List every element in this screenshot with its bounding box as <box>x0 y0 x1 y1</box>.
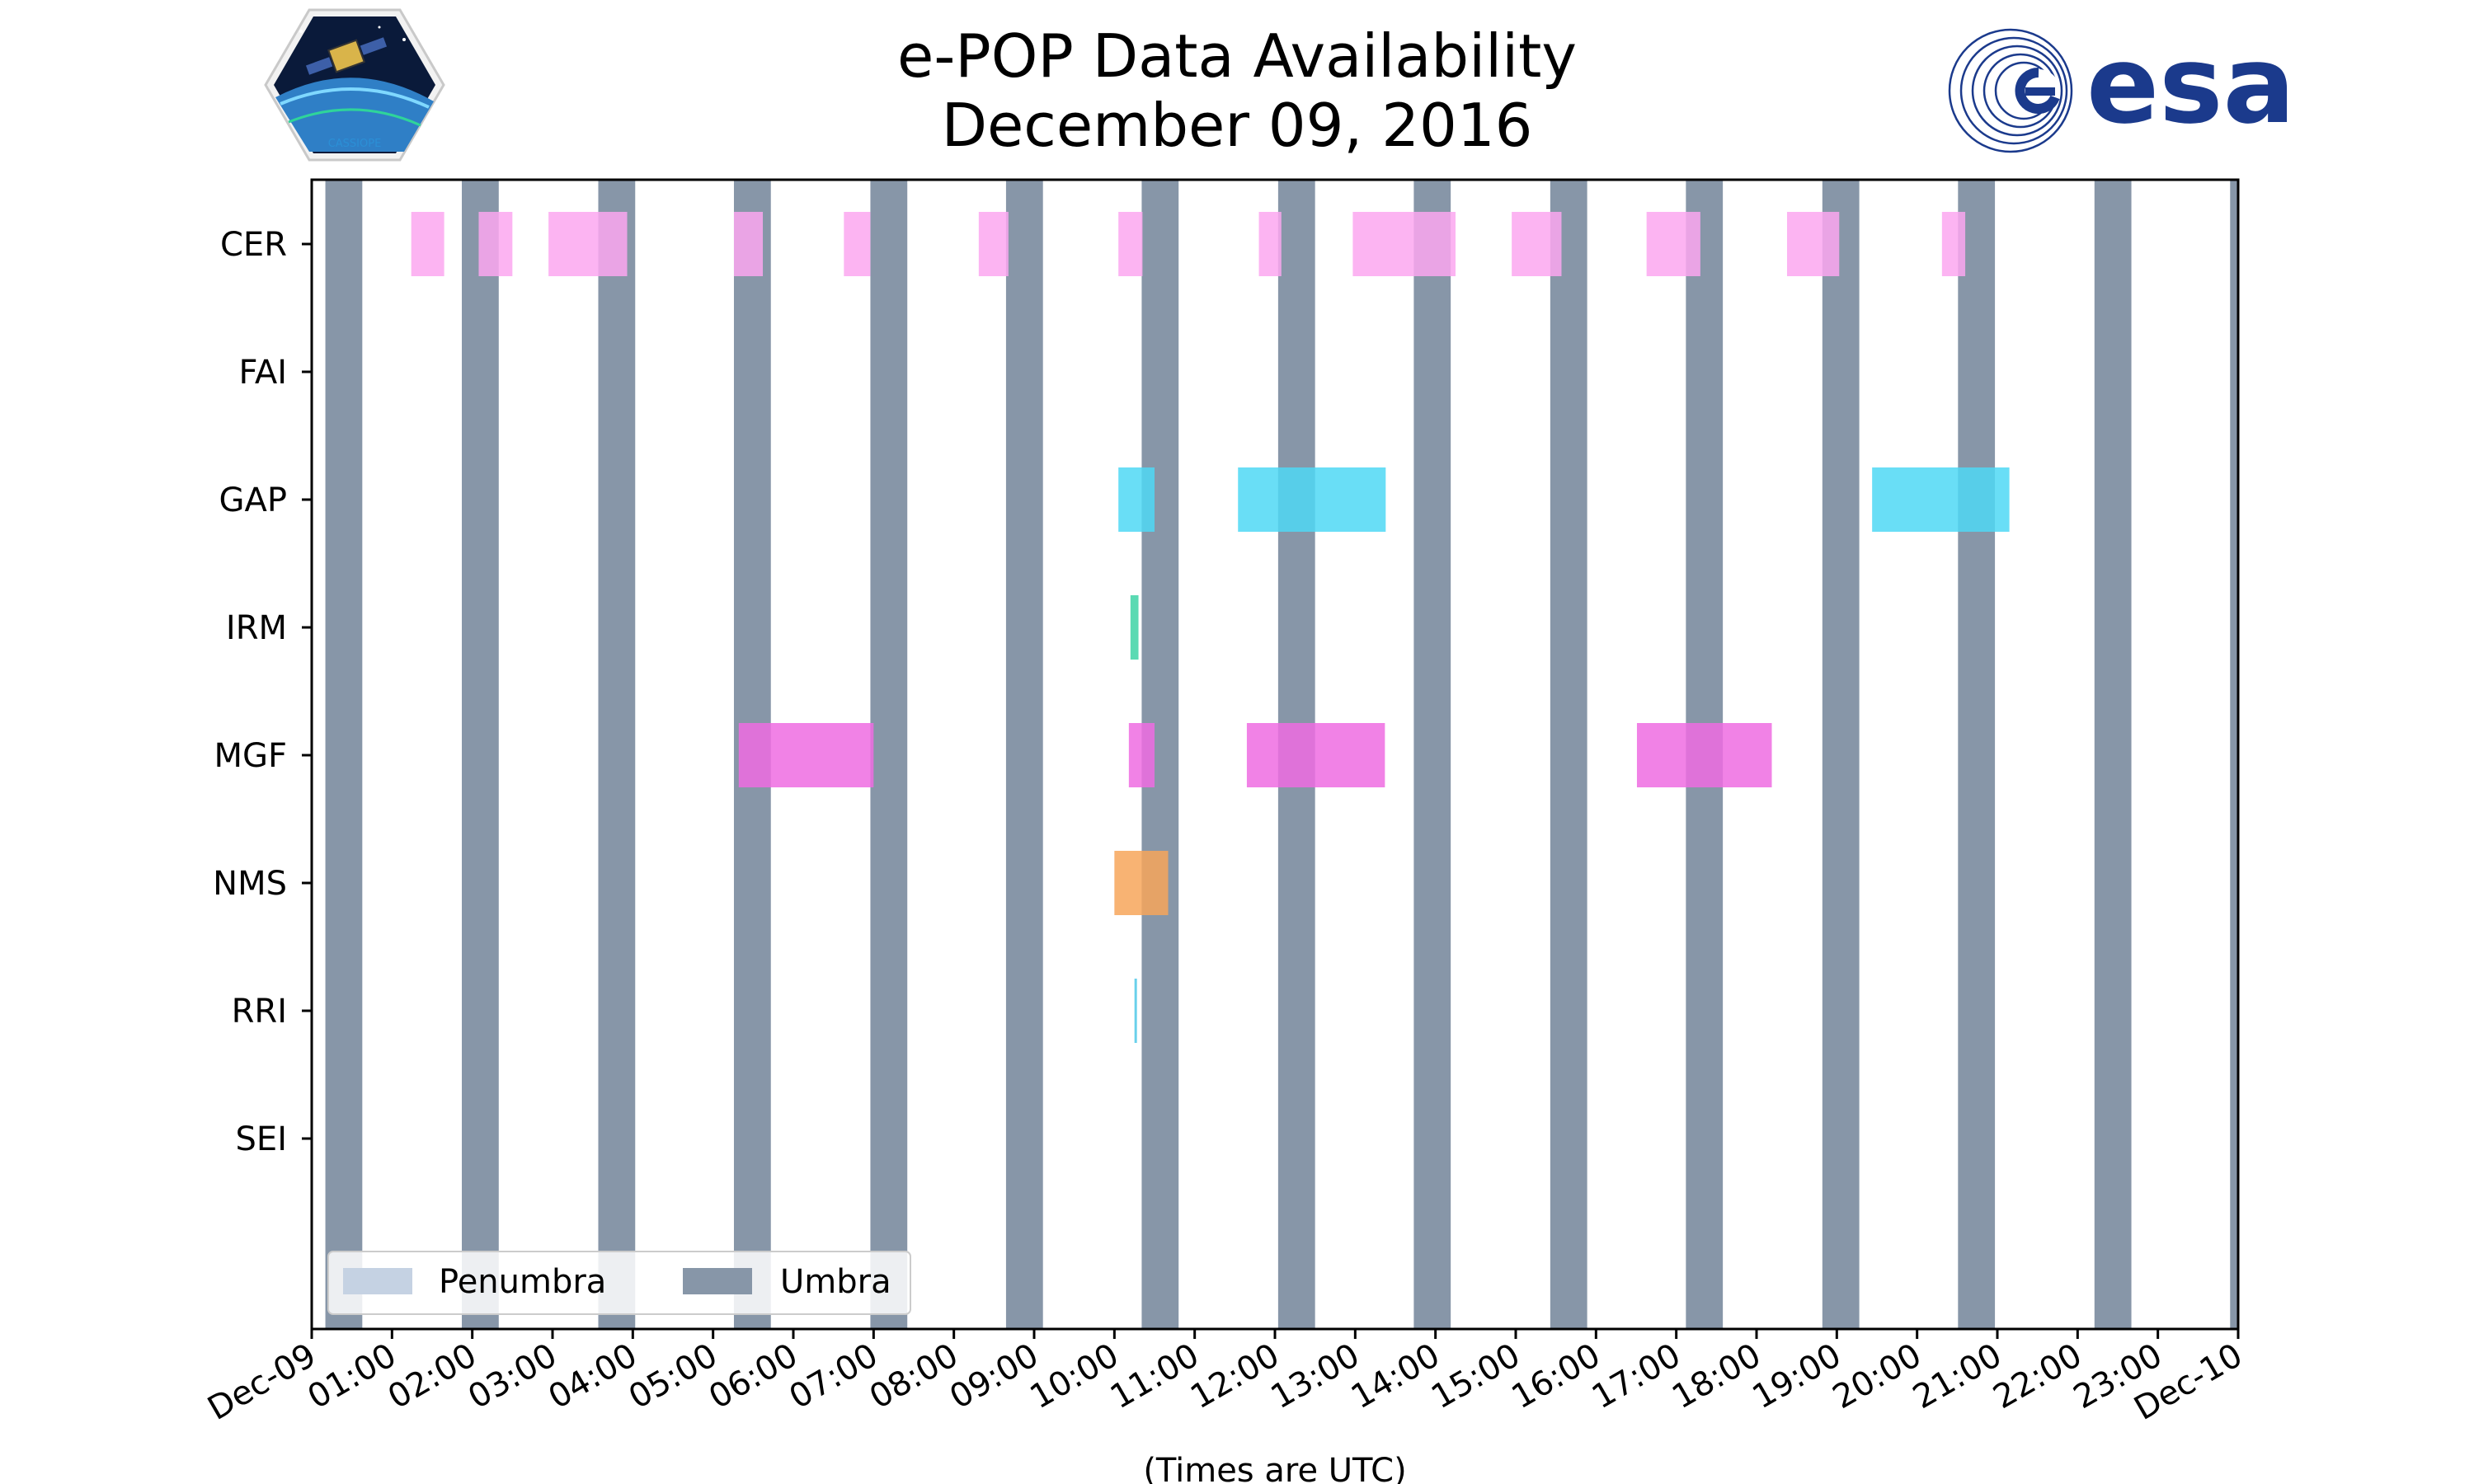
availability-bar-rri <box>1134 979 1137 1043</box>
y-axis: CER FAI GAP IRM MGF NMS RRI SEI <box>213 226 312 1158</box>
umbra-band <box>2230 180 2238 1329</box>
y-tick-label: GAP <box>219 481 287 519</box>
x-tick-label: 01:00 <box>301 1336 402 1416</box>
cassiope-logo: CASSIOPE <box>264 8 445 162</box>
umbra-band <box>870 180 908 1329</box>
x-tick-label: 07:00 <box>783 1336 884 1416</box>
availability-bar-mgf <box>1246 723 1385 787</box>
availability-bar-cer <box>411 212 444 276</box>
umbra-band <box>462 180 499 1329</box>
x-tick-label: 04:00 <box>542 1336 643 1416</box>
y-tick-label: MGF <box>214 737 287 775</box>
availability-bar-cer <box>1118 212 1143 276</box>
y-tick-label: CER <box>220 226 287 264</box>
x-tick-label: 20:00 <box>1827 1336 1928 1416</box>
umbra-band <box>325 180 363 1329</box>
umbra-band <box>1822 180 1860 1329</box>
x-tick-label: 02:00 <box>382 1336 483 1416</box>
y-tick-label: FAI <box>239 354 288 392</box>
x-tick-label: 12:00 <box>1184 1336 1286 1416</box>
availability-bar-cer <box>1258 212 1282 276</box>
x-tick-label: 03:00 <box>462 1336 563 1416</box>
availability-bar-gap <box>1872 467 2010 532</box>
umbra-band <box>1413 180 1451 1329</box>
availability-bar-irm <box>1130 595 1139 660</box>
umbra-band <box>1005 180 1043 1329</box>
x-axis: Dec-0901:0002:0003:0004:0005:0006:0007:0… <box>201 1329 2249 1428</box>
chart-title: e-POP Data Availability December 09, 201… <box>0 21 2474 160</box>
umbra-band <box>2094 180 2132 1329</box>
x-tick-label: 15:00 <box>1425 1336 1526 1416</box>
availability-bar-cer <box>1786 212 1840 276</box>
availability-bar-mgf <box>1128 723 1155 787</box>
legend-swatch-penumbra <box>343 1268 412 1294</box>
x-tick-label: 05:00 <box>623 1336 724 1416</box>
availability-bar-cer <box>1941 212 1966 276</box>
umbra-band <box>598 180 636 1329</box>
availability-bar-mgf <box>1636 723 1772 787</box>
x-tick-label: 13:00 <box>1264 1336 1366 1416</box>
legend: Penumbra Umbra <box>327 1251 911 1315</box>
y-tick-label: IRM <box>226 609 287 647</box>
availability-bar-cer <box>1512 212 1562 276</box>
x-tick-label: 14:00 <box>1345 1336 1446 1416</box>
x-tick-label: 08:00 <box>863 1336 965 1416</box>
umbra-bands <box>325 180 2238 1329</box>
y-tick-label: NMS <box>213 865 287 903</box>
esa-logo-text: esa <box>2086 25 2295 148</box>
x-tick-label: 06:00 <box>703 1336 804 1416</box>
x-tick-label: 10:00 <box>1023 1336 1125 1416</box>
x-tick-label: 16:00 <box>1505 1336 1606 1416</box>
x-tick-label: 09:00 <box>943 1336 1045 1416</box>
availability-bar-gap <box>1118 467 1155 532</box>
umbra-band <box>1958 180 1996 1329</box>
chart-title-line2: December 09, 2016 <box>941 91 1533 160</box>
chart-title-line1: e-POP Data Availability <box>897 21 1577 91</box>
x-tick-label: 17:00 <box>1586 1336 1687 1416</box>
umbra-band <box>1550 180 1587 1329</box>
availability-bar-gap <box>1238 467 1386 532</box>
availability-bar-cer <box>548 212 628 276</box>
legend-label-umbra: Umbra <box>780 1263 891 1301</box>
availability-bar-cer <box>978 212 1009 276</box>
cassiope-logo-text: CASSIOPE <box>328 138 382 150</box>
availability-bar-cer <box>1352 212 1456 276</box>
esa-logo: esa <box>1948 25 2295 153</box>
x-tick-label: 19:00 <box>1746 1336 1847 1416</box>
availability-bar-cer <box>733 212 764 276</box>
x-tick-label: 22:00 <box>1987 1336 2088 1416</box>
x-tick-label: 11:00 <box>1104 1336 1206 1416</box>
x-axis-label: (Times are UTC) <box>1143 1452 1406 1484</box>
availability-bar-cer <box>844 212 871 276</box>
availability-bar-cer <box>478 212 513 276</box>
legend-label-penumbra: Penumbra <box>439 1263 606 1301</box>
availability-bar-cer <box>1646 212 1700 276</box>
availability-bars <box>411 212 2010 1043</box>
legend-swatch-umbra <box>683 1268 752 1294</box>
x-tick-label: 21:00 <box>1907 1336 2008 1416</box>
y-tick-label: SEI <box>236 1120 287 1158</box>
y-tick-label: RRI <box>232 993 287 1031</box>
availability-bar-mgf <box>738 723 874 787</box>
legend-box <box>327 1251 911 1315</box>
availability-bar-nms <box>1114 851 1169 915</box>
x-tick-label: 18:00 <box>1666 1336 1767 1416</box>
